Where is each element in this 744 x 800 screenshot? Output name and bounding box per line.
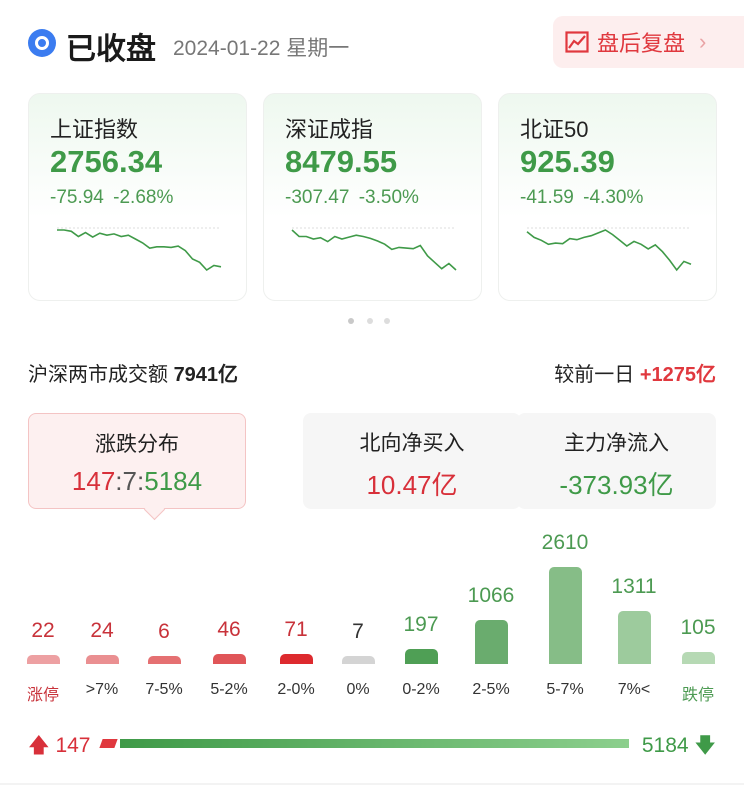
market-status: 已收盘	[66, 33, 156, 66]
index-change: -75.94 -2.68%	[50, 187, 174, 208]
bar-value: 46	[217, 618, 241, 642]
northbound-value: 10.47亿	[366, 470, 458, 500]
turnover-label: 沪深两市成交额	[28, 364, 168, 386]
chart-icon	[565, 31, 589, 53]
review-button[interactable]: 盘后复盘 ›	[553, 16, 744, 68]
distribution-bar[interactable]	[475, 619, 508, 664]
bar-label: 5-2%	[210, 681, 248, 698]
index-name: 北证50	[520, 117, 589, 142]
down-count: 5184	[144, 466, 203, 496]
main-inflow-value: -373.93亿	[559, 470, 674, 500]
bar-value: 22	[31, 619, 55, 643]
index-change: -307.47 -3.50%	[285, 187, 419, 208]
index-card[interactable]: 上证指数 2756.34 -75.94 -2.68%	[28, 93, 247, 301]
index-price: 8479.55	[285, 144, 398, 179]
arrow-down-icon: 🡇	[694, 734, 716, 757]
bar-value: 1066	[467, 583, 515, 607]
turnover-compare: 较前一日 +1275亿	[554, 358, 716, 387]
distribution-bar[interactable]	[213, 654, 246, 664]
bar-value: 197	[403, 613, 439, 637]
index-card[interactable]: 北证50 925.39 -41.59 -4.30%	[498, 93, 717, 301]
bar-label: 7%<	[617, 681, 651, 698]
distribution-bar[interactable]	[549, 567, 582, 664]
sparkline-line	[291, 229, 457, 271]
distribution-bar[interactable]	[148, 655, 181, 664]
divider	[0, 783, 744, 785]
stat-title: 主力净流入	[564, 432, 669, 455]
sparkline	[526, 227, 692, 272]
review-label: 盘后复盘	[597, 31, 686, 56]
bar-value: 71	[284, 617, 308, 641]
bar-label: >7%	[85, 681, 119, 698]
distribution-bar[interactable]	[27, 655, 60, 664]
bar-label: 2-0%	[277, 681, 315, 698]
tab-distribution[interactable]: 涨跌分布 147:7:5184	[28, 413, 246, 509]
up-portion	[99, 739, 118, 748]
distribution-bar[interactable]	[682, 652, 715, 664]
bar-value: 2610	[541, 531, 589, 555]
index-card[interactable]: 深证成指 8479.55 -307.47 -3.50%	[263, 93, 482, 301]
sparkline-line	[57, 229, 222, 272]
bar-label: 2-5%	[472, 681, 510, 698]
up-down-ratio-bar	[99, 739, 629, 748]
bar-label: 0%	[346, 681, 370, 698]
trade-date: 2024-01-22 星期一	[173, 37, 350, 60]
sparkline	[291, 227, 457, 271]
up-count: 147	[71, 466, 116, 496]
bar-value: 105	[680, 616, 716, 640]
bar-value: 1311	[611, 575, 657, 599]
tab-main-inflow[interactable]: 主力净流入 -373.93亿	[517, 413, 716, 509]
turnover-value: 7941亿	[173, 364, 239, 386]
down-total: 5184 🡇	[642, 731, 716, 766]
arrow-up-icon: 🡅	[28, 734, 50, 757]
index-name: 上证指数	[50, 117, 139, 142]
up-total: 🡅 147	[28, 731, 90, 766]
down-portion	[119, 739, 629, 748]
down-total-value: 5184	[641, 734, 689, 757]
chevron-right-icon: ›	[699, 29, 707, 54]
bar-value: 24	[90, 619, 114, 643]
bar-label: 0-2%	[402, 681, 440, 698]
distribution-bar[interactable]	[280, 653, 313, 664]
bar-label: 跌停	[681, 687, 714, 704]
distribution-bar[interactable]	[618, 611, 651, 664]
bar-value: 6	[158, 619, 170, 643]
up-total-value: 147	[55, 734, 91, 757]
bar-label: 7-5%	[145, 681, 183, 698]
page-dot-active[interactable]	[348, 318, 354, 324]
distribution-bar[interactable]	[86, 655, 119, 664]
bar-label: 5-7%	[546, 681, 584, 698]
index-name: 深证成指	[285, 117, 374, 142]
compare-label: 较前一日	[554, 364, 635, 386]
index-change: -41.59 -4.30%	[520, 187, 644, 208]
compare-value: +1275亿	[639, 364, 716, 386]
distribution-bar[interactable]	[342, 655, 375, 664]
index-price: 925.39	[520, 144, 615, 179]
sparkline	[57, 227, 222, 272]
status-icon	[28, 29, 56, 57]
bar-label: 涨停	[26, 687, 59, 704]
page-dot[interactable]	[384, 318, 390, 324]
distribution-bar[interactable]	[405, 649, 438, 664]
index-price: 2756.34	[50, 144, 163, 179]
tab-northbound[interactable]: 北向净买入 10.47亿	[303, 413, 521, 509]
stat-title: 北向净买入	[359, 432, 465, 455]
flat-count: 7	[122, 466, 137, 496]
stat-title: 涨跌分布	[95, 433, 179, 456]
bar-value: 7	[352, 619, 364, 643]
sparkline-line	[526, 229, 692, 272]
turnover: 沪深两市成交额 7941亿	[28, 358, 238, 387]
page-dot[interactable]	[367, 318, 373, 324]
